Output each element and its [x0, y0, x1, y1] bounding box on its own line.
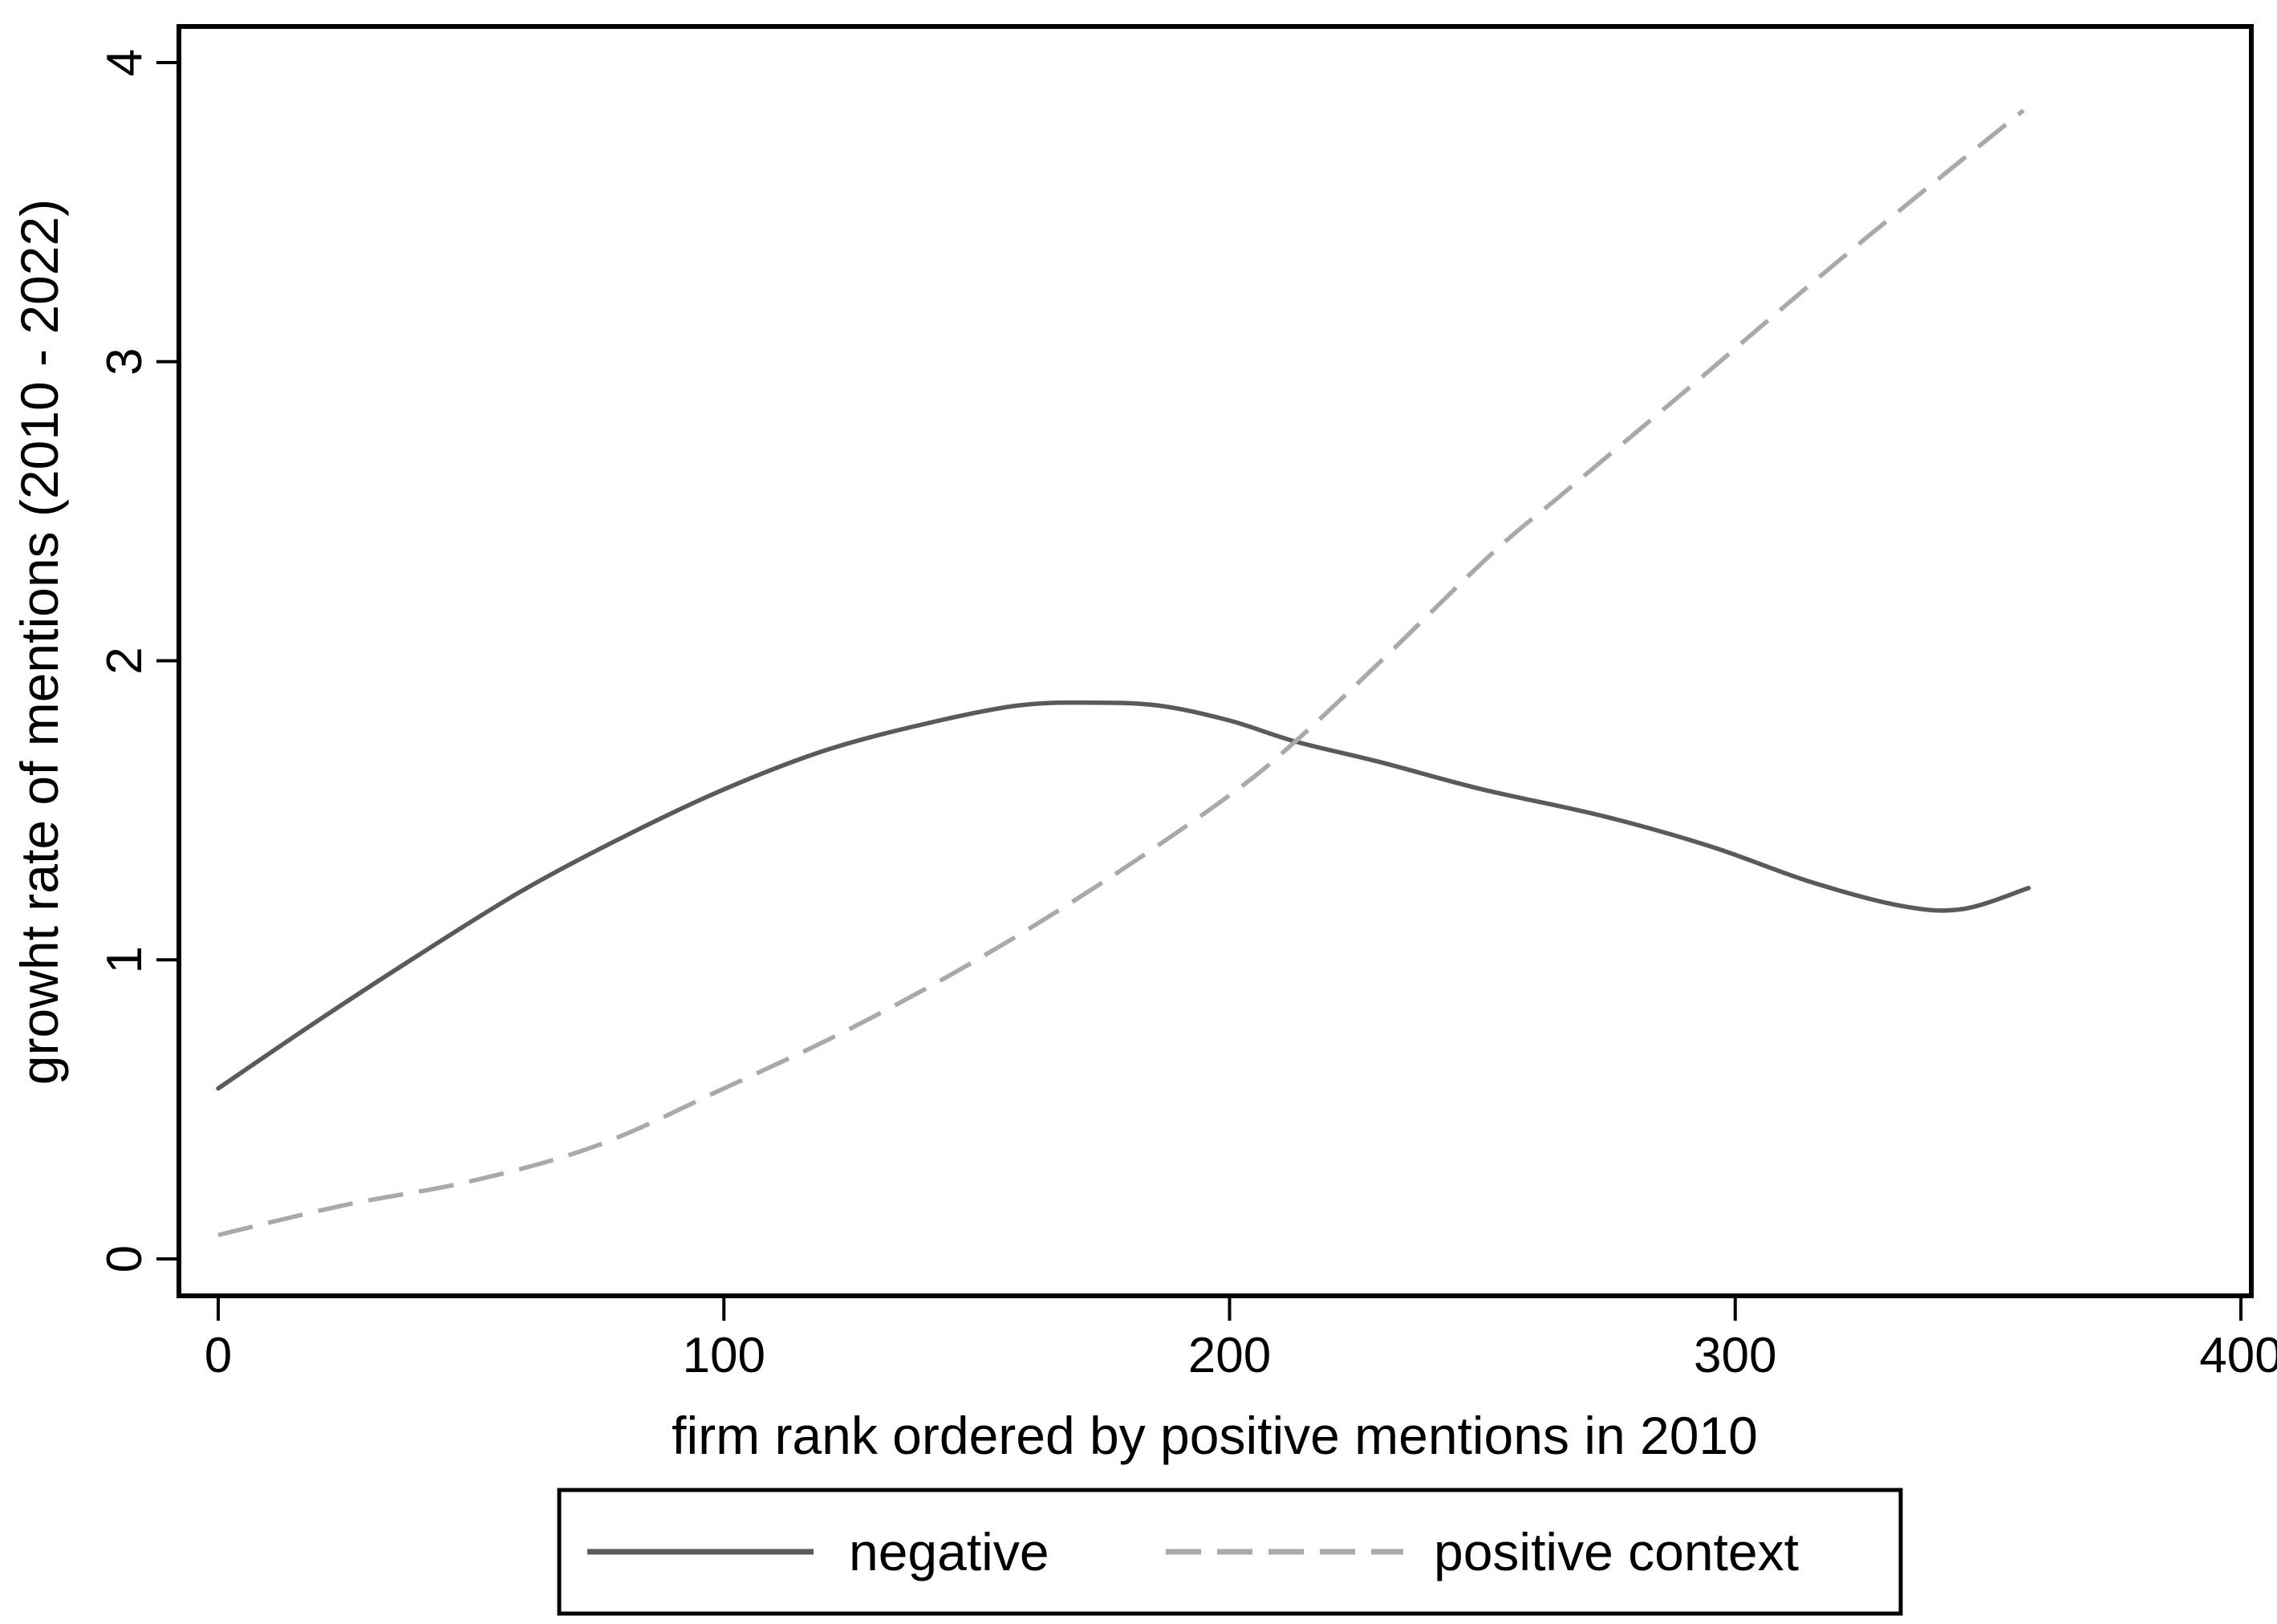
- y-axis-ticks: 0 1 2 3 4: [97, 49, 179, 1273]
- plot-series: [216, 108, 2031, 1237]
- negative-series-line: [216, 700, 2031, 1091]
- x-tick-label: 100: [683, 1328, 765, 1383]
- plot-frame: [177, 24, 2254, 1298]
- y-tick-label: 2: [97, 647, 152, 674]
- legend: negative positive context: [557, 1488, 1903, 1616]
- x-tick-label: 0: [205, 1328, 232, 1383]
- x-tick-label: 400: [2199, 1328, 2277, 1383]
- y-tick-label: 3: [97, 348, 152, 376]
- y-tick-label: 1: [97, 946, 152, 973]
- x-tick-label: 300: [1694, 1328, 1776, 1383]
- positive-context-series-line: [217, 108, 2025, 1237]
- negative-legend-label: negative: [849, 1522, 1049, 1581]
- y-tick-label: 0: [97, 1245, 152, 1273]
- x-tick-label: 200: [1188, 1328, 1271, 1383]
- positive-context-legend-label: positive context: [1434, 1522, 1799, 1581]
- x-axis-ticks: 0 100 200 300 400: [205, 1296, 2277, 1383]
- y-tick-label: 4: [97, 49, 152, 76]
- y-axis-title: growht rate of mentions (2010 - 2022): [10, 199, 69, 1085]
- x-axis-title: firm rank ordered by positive mentions i…: [672, 1406, 1758, 1465]
